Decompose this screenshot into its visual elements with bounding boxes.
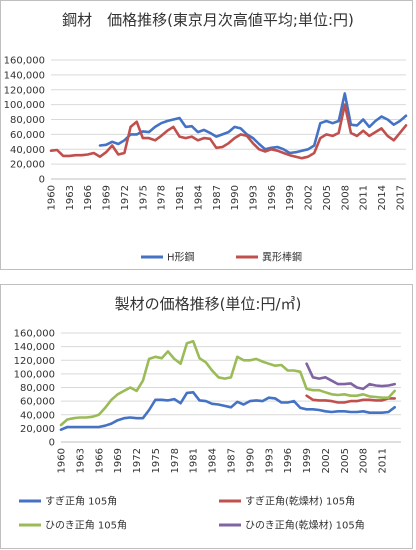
y-tick-label: 100,000 [14,369,55,380]
series-line-0 [98,92,408,155]
x-tick-label: 1972 [120,185,131,210]
x-tick-label: 1990 [245,448,256,473]
x-tick-label: 1975 [138,185,149,210]
series-line-2 [59,339,397,427]
x-tick-label: 2011 [359,185,370,210]
legend-label: ひのき正角 105角 [45,520,127,532]
series-line-0 [59,391,397,431]
x-tick-label: 1984 [208,448,219,473]
x-tick-label: 1975 [151,448,162,473]
x-tick-label: 1993 [248,185,259,210]
chart-title: 製材の価格推移(単位:円/㎥) [115,295,302,313]
x-tick-label: 1984 [193,185,204,210]
y-tick-label: 100,000 [4,100,45,111]
y-tick-label: 60,000 [20,397,55,408]
x-tick-label: 1969 [102,185,113,210]
x-tick-label: 1981 [175,185,186,210]
y-tick-label: 40,000 [10,145,45,156]
x-tick-label: 2008 [340,185,351,210]
x-tick-label: 1960 [47,185,58,210]
y-tick-label: 160,000 [14,329,55,340]
x-tick-label: 1972 [132,448,143,473]
y-tick-label: 40,000 [20,410,55,421]
x-tick-label: 2017 [395,185,406,210]
y-tick-label: 20,000 [20,424,55,435]
x-tick-label: 1966 [94,448,105,473]
x-tick-label: 1969 [113,448,124,473]
steel-price-chart: 鋼材 価格推移(東京月次高値平均;単位:円) 0 20,000 40,000 60,00… [4,11,408,264]
x-tick-label: 1999 [302,448,313,473]
x-tick-label: 1963 [65,185,76,210]
y-tick-label: 160,000 [4,56,45,67]
x-tick-label: 1987 [212,185,223,210]
legend-label: H形鋼 [167,251,195,264]
y-tick-label: 20,000 [10,160,45,171]
legend-label: 異形棒鋼 [262,251,302,264]
x-tick-label: 2014 [377,185,388,210]
y-tick-label: 80,000 [10,115,45,126]
steel-price-chart-panel: 鋼材 価格推移(東京月次高値平均;単位:円) 0 20,000 40,000 60,00… [0,0,413,270]
y-tick-label: 0 [49,438,55,449]
x-tick-label: 1987 [227,448,238,473]
x-tick-label: 2005 [340,448,351,473]
x-tick-label: 1960 [57,448,68,473]
legend-label: ひのき正角(乾燥材) 105角 [245,519,365,532]
x-tick-label: 2011 [378,448,389,473]
series-line-1 [49,103,408,160]
x-tick-label: 2005 [322,185,333,210]
x-tick-label: 1999 [285,185,296,210]
x-tick-label: 1966 [83,185,94,210]
x-tick-label: 1990 [230,185,241,210]
x-tick-label: 1996 [267,185,278,210]
x-tick-label: 2008 [359,448,370,473]
x-tick-label: 1981 [189,448,200,473]
y-tick-label: 140,000 [14,342,55,353]
y-tick-label: 140,000 [4,70,45,81]
y-tick-label: 120,000 [4,85,45,96]
x-tick-label: 2002 [304,185,315,210]
y-tick-label: 120,000 [14,356,55,367]
x-tick-label: 1993 [264,448,275,473]
chart-title: 鋼材 価格推移(東京月次高値平均;単位:円) [62,11,354,29]
y-tick-label: 0 [39,175,45,186]
lumber-price-chart: 製材の価格推移(単位:円/㎥) 0 20,000 40,000 60,000 80,000… [14,295,401,532]
series-line-3 [305,362,397,391]
legend-label: すぎ正角 105角 [45,495,117,508]
x-tick-label: 2002 [321,448,332,473]
lumber-price-chart-panel: 製材の価格推移(単位:円/㎥) 0 20,000 40,000 60,000 80,000… [0,284,413,549]
x-tick-label: 1996 [283,448,294,473]
series-line-1 [305,394,397,404]
y-tick-label: 80,000 [20,383,55,394]
x-tick-label: 1978 [170,448,181,473]
legend-label: すぎ正角(乾燥材) 105角 [245,495,355,508]
x-tick-label: 1963 [75,448,86,473]
x-tick-label: 1978 [157,185,168,210]
y-tick-label: 60,000 [10,130,45,141]
